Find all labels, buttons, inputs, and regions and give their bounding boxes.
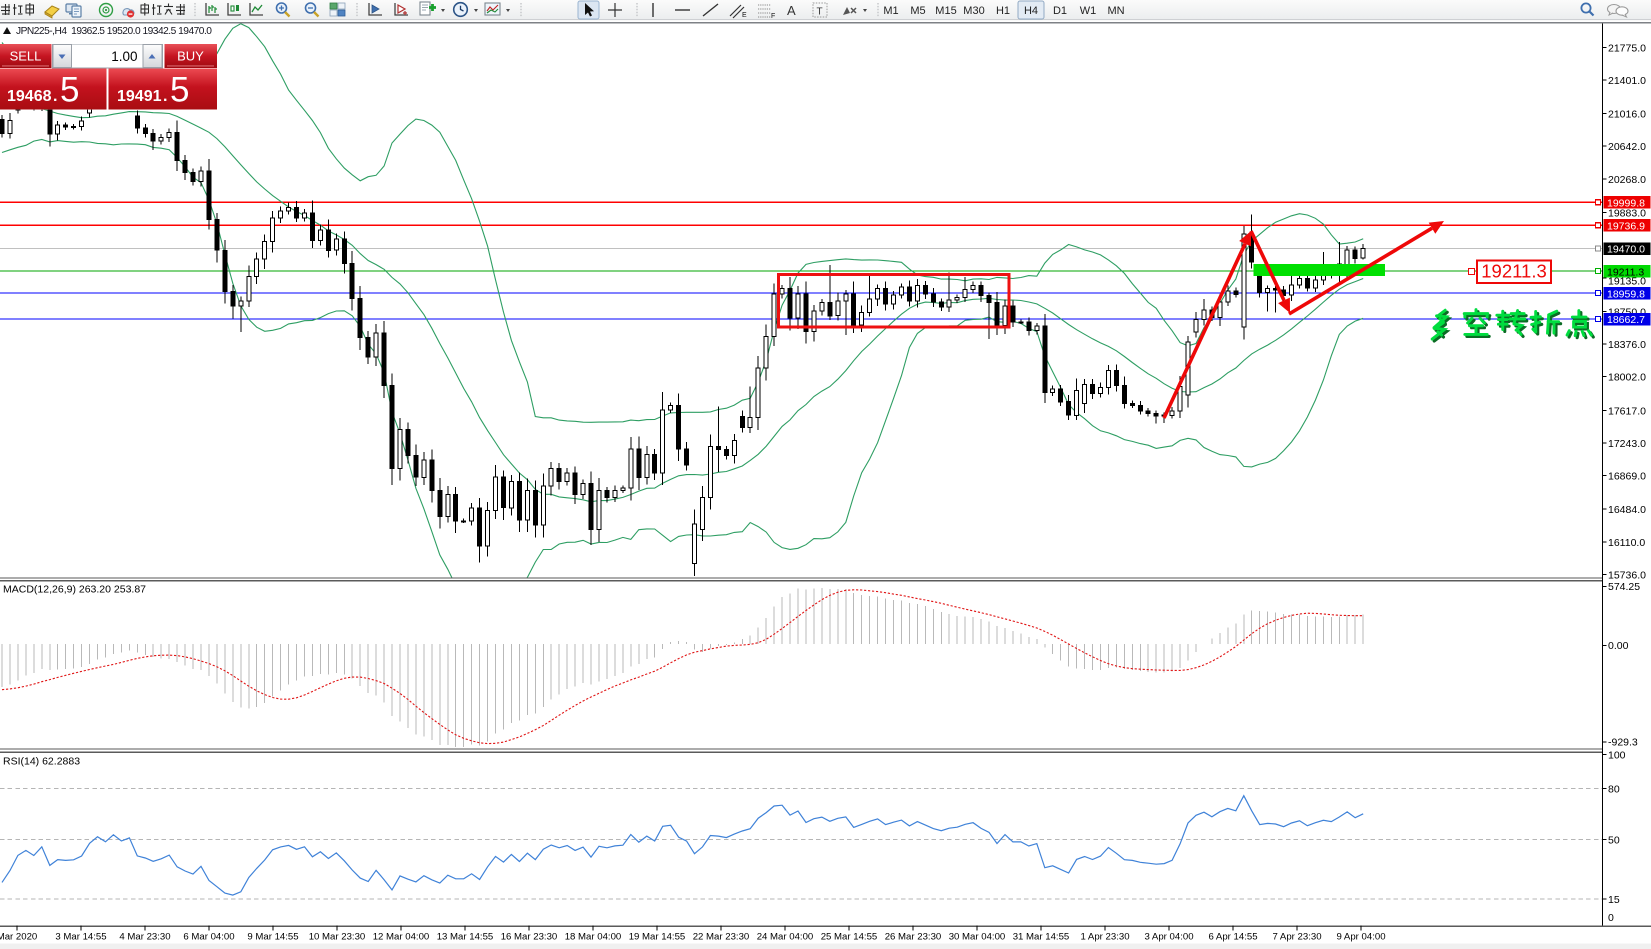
svg-text:19999.8: 19999.8 [1607, 198, 1645, 210]
svg-text:18002.0: 18002.0 [1608, 372, 1646, 384]
svg-text:0: 0 [1608, 912, 1614, 924]
svg-text:4 Mar 23:30: 4 Mar 23:30 [119, 932, 170, 943]
svg-text:0.00: 0.00 [1608, 640, 1629, 652]
svg-text:7 Apr 23:30: 7 Apr 23:30 [1272, 932, 1321, 943]
svg-text:17617.0: 17617.0 [1608, 405, 1646, 417]
svg-text:RSI(14) 62.2883: RSI(14) 62.2883 [3, 756, 80, 768]
svg-text:16110.0: 16110.0 [1608, 537, 1645, 549]
svg-text:M1: M1 [883, 5, 898, 17]
svg-text:20268.0: 20268.0 [1608, 174, 1646, 186]
svg-text:16 Mar 23:30: 16 Mar 23:30 [501, 932, 558, 943]
svg-text:31 Mar 14:55: 31 Mar 14:55 [1013, 932, 1070, 943]
svg-text:21775.0: 21775.0 [1608, 42, 1646, 54]
svg-text:18959.8: 18959.8 [1607, 288, 1645, 300]
svg-text:5: 5 [60, 71, 79, 110]
svg-text:.: . [53, 88, 57, 105]
svg-text:25 Mar 14:55: 25 Mar 14:55 [821, 932, 878, 943]
svg-text:1 Apr 23:30: 1 Apr 23:30 [1080, 932, 1129, 943]
svg-text:.: . [163, 88, 167, 105]
svg-text:F: F [771, 13, 775, 20]
svg-text:MACD(12,26,9) 263.20 253.87: MACD(12,26,9) 263.20 253.87 [3, 584, 146, 596]
svg-text:19470.0: 19470.0 [1607, 244, 1645, 256]
svg-text:6 Mar 04:00: 6 Mar 04:00 [183, 932, 234, 943]
svg-text:A: A [787, 3, 796, 18]
svg-text:3 Mar 14:55: 3 Mar 14:55 [55, 932, 106, 943]
svg-text:1.00: 1.00 [111, 49, 137, 64]
svg-text:19468: 19468 [7, 88, 52, 105]
svg-text:SELL: SELL [10, 49, 42, 64]
svg-text:19135.0: 19135.0 [1608, 275, 1646, 287]
svg-text:MN: MN [1107, 5, 1124, 17]
svg-text:19 Mar 14:55: 19 Mar 14:55 [629, 932, 686, 943]
svg-text:M15: M15 [935, 5, 956, 17]
svg-text:9 Apr 04:00: 9 Apr 04:00 [1336, 932, 1385, 943]
svg-text:100: 100 [1608, 750, 1626, 762]
svg-text:19211.3: 19211.3 [1607, 266, 1644, 278]
svg-text:-929.3: -929.3 [1608, 737, 1638, 749]
svg-text:BUY: BUY [177, 49, 204, 64]
svg-text:Mar 2020: Mar 2020 [0, 932, 37, 943]
svg-text:E: E [742, 12, 747, 19]
svg-text:19883.0: 19883.0 [1608, 208, 1646, 220]
svg-text:M30: M30 [963, 5, 984, 17]
svg-text:30 Mar 04:00: 30 Mar 04:00 [949, 932, 1006, 943]
svg-text:15: 15 [1608, 894, 1620, 906]
svg-text:21016.0: 21016.0 [1608, 109, 1646, 121]
svg-text:H1: H1 [996, 5, 1010, 17]
svg-text:17243.0: 17243.0 [1608, 438, 1646, 450]
svg-text:5: 5 [170, 71, 189, 110]
svg-text:19491: 19491 [117, 88, 162, 105]
svg-text:15736.0: 15736.0 [1608, 569, 1646, 581]
svg-text:19736.9: 19736.9 [1607, 220, 1645, 232]
svg-text:3 Apr 04:00: 3 Apr 04:00 [1144, 932, 1193, 943]
svg-text:16869.0: 16869.0 [1608, 471, 1646, 483]
svg-text:50: 50 [1608, 834, 1620, 846]
svg-text:6 Apr 14:55: 6 Apr 14:55 [1208, 932, 1257, 943]
svg-text:21401.0: 21401.0 [1608, 75, 1646, 87]
svg-text:10 Mar 23:30: 10 Mar 23:30 [309, 932, 366, 943]
svg-text:22 Mar 23:30: 22 Mar 23:30 [693, 932, 750, 943]
svg-text:12 Mar 04:00: 12 Mar 04:00 [373, 932, 430, 943]
svg-text:24 Mar 04:00: 24 Mar 04:00 [757, 932, 814, 943]
svg-text:80: 80 [1608, 784, 1620, 796]
svg-text:13 Mar 14:55: 13 Mar 14:55 [437, 932, 494, 943]
svg-text:9 Mar 14:55: 9 Mar 14:55 [247, 932, 298, 943]
svg-text:18662.7: 18662.7 [1607, 314, 1645, 326]
svg-text:20642.0: 20642.0 [1608, 141, 1646, 153]
svg-text:D1: D1 [1053, 5, 1067, 17]
svg-text:26 Mar 23:30: 26 Mar 23:30 [885, 932, 942, 943]
svg-text:18376.0: 18376.0 [1608, 339, 1646, 351]
svg-text:574.25: 574.25 [1608, 581, 1640, 593]
svg-text:18 Mar 04:00: 18 Mar 04:00 [565, 932, 622, 943]
svg-text:W1: W1 [1080, 5, 1097, 17]
svg-text:T: T [817, 7, 823, 18]
svg-text:M5: M5 [910, 5, 925, 17]
svg-text:16484.0: 16484.0 [1608, 504, 1646, 516]
svg-text:19211.3: 19211.3 [1481, 261, 1547, 282]
svg-text:H4: H4 [1024, 5, 1038, 17]
